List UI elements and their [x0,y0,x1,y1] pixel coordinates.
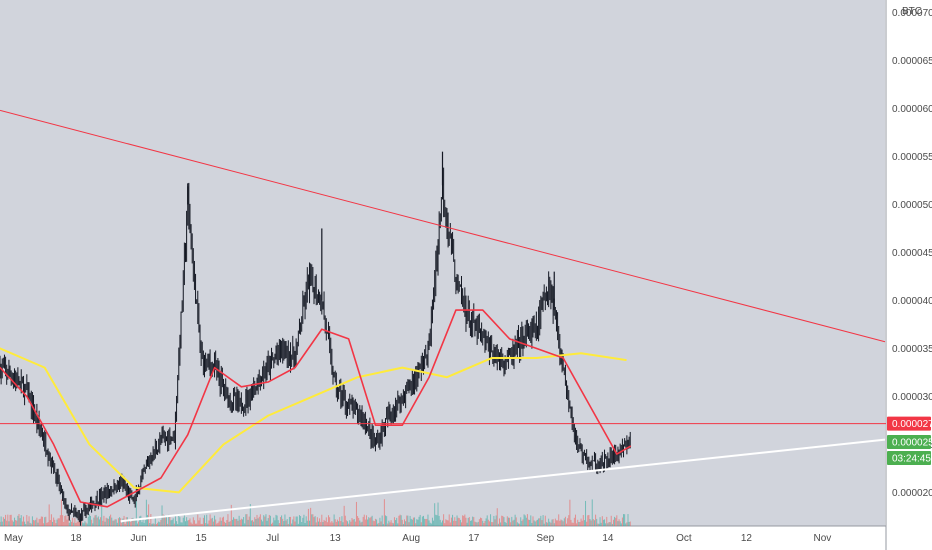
y-tick-label: 0.00002000 [892,488,932,499]
resistance-trendline[interactable] [0,109,886,343]
plot-background [0,0,885,526]
price-badge [887,435,931,449]
x-tick-label: May [4,533,23,544]
x-tick-label: 12 [741,533,753,544]
y-tick-label: 0.00004000 [892,296,932,307]
x-tick-label: Sep [536,533,554,544]
x-tick-label: 14 [602,533,614,544]
y-tick-label: 0.00005000 [892,200,932,211]
support-trendline[interactable] [120,438,886,523]
price-badge [887,416,931,431]
y-tick-label: 0.00003000 [892,392,932,403]
y-tick-label: 0.00007000 [892,8,932,19]
y-tick-label: 0.00004500 [892,248,932,259]
y-tick-label: 0.00003500 [892,344,932,355]
moving-average-slow [0,347,627,494]
y-tick-label: 0.00005500 [892,152,932,163]
volume-group [0,499,631,526]
price-badge-label: 0.00002525 [892,438,932,449]
price-axis[interactable] [886,0,932,550]
moving-average-fast [0,309,632,508]
y-tick-label: 0.00006500 [892,56,932,67]
x-tick-label: 13 [330,533,342,544]
time-axis[interactable] [0,526,886,550]
candles-group [0,151,631,526]
price-badge-label: 03:24:45 [892,454,931,465]
x-tick-label: Aug [402,533,420,544]
y-tick-label: 0.00006000 [892,104,932,115]
x-tick-label: Jun [131,533,147,544]
price-badge [887,451,931,465]
x-tick-label: 17 [468,533,480,544]
price-badge-label: 0.00002717 [892,419,932,430]
currency-label: BTC [902,6,922,17]
x-tick-label: 18 [70,533,82,544]
x-tick-label: Jul [266,533,279,544]
x-tick-label: 15 [196,533,208,544]
x-tick-label: Oct [676,533,692,544]
x-tick-label: Nov [814,533,832,544]
